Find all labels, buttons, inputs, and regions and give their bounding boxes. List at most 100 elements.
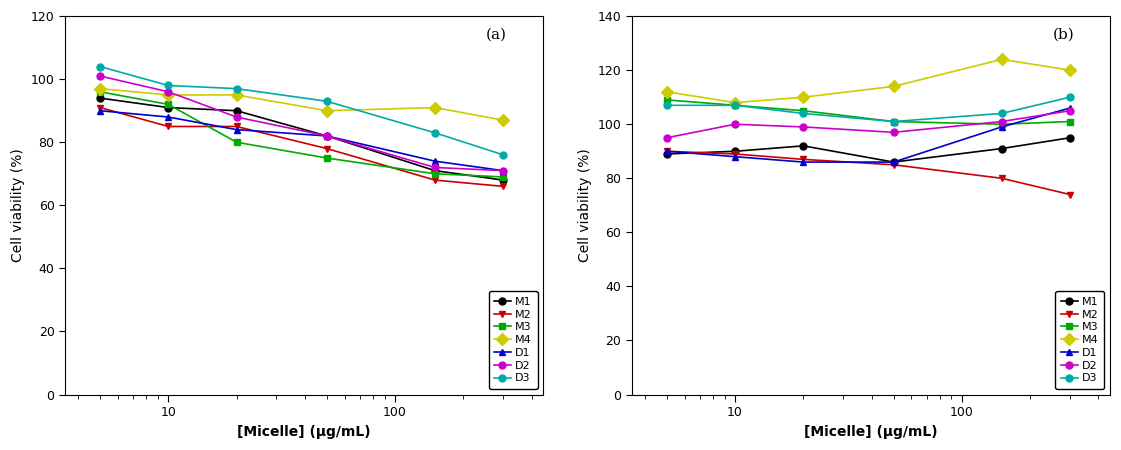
M1 bbox=[660, 151, 674, 157]
M1 bbox=[230, 108, 243, 113]
M2 bbox=[729, 151, 742, 157]
M2 bbox=[797, 157, 810, 162]
Line: D2: D2 bbox=[664, 107, 1074, 141]
D2 bbox=[995, 119, 1009, 124]
M2 bbox=[161, 124, 175, 129]
Line: M3: M3 bbox=[96, 88, 507, 180]
M4 bbox=[995, 57, 1009, 62]
M4 bbox=[797, 94, 810, 100]
M3 bbox=[497, 174, 510, 180]
D2 bbox=[1063, 108, 1076, 113]
D3 bbox=[660, 103, 674, 108]
M1 bbox=[797, 143, 810, 148]
D3 bbox=[161, 83, 175, 88]
Line: D1: D1 bbox=[664, 104, 1074, 166]
D2 bbox=[887, 130, 900, 135]
D2 bbox=[428, 165, 442, 170]
M2 bbox=[995, 176, 1009, 181]
M4 bbox=[428, 105, 442, 110]
M3 bbox=[93, 89, 106, 94]
D1 bbox=[93, 108, 106, 113]
M1 bbox=[887, 159, 900, 165]
Line: M1: M1 bbox=[664, 134, 1074, 166]
Y-axis label: Cell viability (%): Cell viability (%) bbox=[11, 148, 25, 262]
D1 bbox=[887, 159, 900, 165]
M2 bbox=[887, 162, 900, 167]
M2 bbox=[321, 146, 334, 151]
D3 bbox=[93, 64, 106, 69]
M2 bbox=[497, 184, 510, 189]
D2 bbox=[161, 89, 175, 94]
M4 bbox=[1063, 68, 1076, 73]
D1 bbox=[497, 168, 510, 173]
D2 bbox=[321, 133, 334, 139]
M3 bbox=[797, 108, 810, 113]
D3 bbox=[428, 130, 442, 135]
D2 bbox=[797, 124, 810, 130]
M4 bbox=[93, 86, 106, 91]
D2 bbox=[230, 114, 243, 120]
D1 bbox=[161, 114, 175, 120]
Line: D2: D2 bbox=[96, 72, 507, 174]
D1 bbox=[230, 127, 243, 132]
Legend: M1, M2, M3, M4, D1, D2, D3: M1, M2, M3, M4, D1, D2, D3 bbox=[1055, 291, 1104, 389]
M4 bbox=[497, 117, 510, 123]
D1 bbox=[321, 133, 334, 139]
D3 bbox=[230, 86, 243, 91]
M1 bbox=[428, 168, 442, 173]
M4 bbox=[660, 89, 674, 94]
M3 bbox=[660, 97, 674, 103]
D1 bbox=[660, 148, 674, 154]
M1 bbox=[1063, 135, 1076, 140]
D3 bbox=[321, 99, 334, 104]
Text: (a): (a) bbox=[485, 27, 507, 41]
M3 bbox=[887, 119, 900, 124]
M1 bbox=[93, 95, 106, 101]
M1 bbox=[497, 177, 510, 183]
Line: M2: M2 bbox=[664, 148, 1074, 198]
D2 bbox=[729, 122, 742, 127]
D1 bbox=[1063, 105, 1076, 111]
D3 bbox=[887, 119, 900, 124]
Line: M4: M4 bbox=[96, 85, 508, 124]
Line: M2: M2 bbox=[96, 104, 507, 190]
Y-axis label: Cell viability (%): Cell viability (%) bbox=[577, 148, 592, 262]
D3 bbox=[1063, 94, 1076, 100]
M1 bbox=[729, 148, 742, 154]
M3 bbox=[729, 103, 742, 108]
M3 bbox=[428, 171, 442, 176]
D1 bbox=[995, 124, 1009, 130]
Line: D3: D3 bbox=[96, 63, 507, 158]
Line: M1: M1 bbox=[96, 94, 507, 184]
M4 bbox=[230, 92, 243, 98]
Text: (b): (b) bbox=[1053, 27, 1074, 41]
D2 bbox=[93, 73, 106, 79]
M4 bbox=[321, 108, 334, 113]
X-axis label: [Micelle] (μg/mL): [Micelle] (μg/mL) bbox=[238, 425, 371, 439]
D3 bbox=[497, 152, 510, 158]
M3 bbox=[1063, 119, 1076, 124]
D2 bbox=[497, 168, 510, 173]
M4 bbox=[729, 100, 742, 105]
M1 bbox=[995, 146, 1009, 151]
D3 bbox=[797, 111, 810, 116]
M2 bbox=[1063, 192, 1076, 197]
M4 bbox=[161, 92, 175, 98]
M4 bbox=[887, 84, 900, 89]
M2 bbox=[660, 148, 674, 154]
M2 bbox=[93, 105, 106, 110]
M3 bbox=[321, 155, 334, 161]
M3 bbox=[161, 102, 175, 107]
Line: M3: M3 bbox=[664, 96, 1074, 128]
M2 bbox=[230, 124, 243, 129]
M2 bbox=[428, 177, 442, 183]
D2 bbox=[660, 135, 674, 140]
X-axis label: [Micelle] (μg/mL): [Micelle] (μg/mL) bbox=[804, 425, 937, 439]
Line: D3: D3 bbox=[664, 94, 1074, 125]
M3 bbox=[230, 140, 243, 145]
M1 bbox=[321, 133, 334, 139]
Line: M4: M4 bbox=[663, 55, 1074, 107]
Legend: M1, M2, M3, M4, D1, D2, D3: M1, M2, M3, M4, D1, D2, D3 bbox=[489, 291, 538, 389]
D1 bbox=[797, 159, 810, 165]
D1 bbox=[428, 158, 442, 164]
